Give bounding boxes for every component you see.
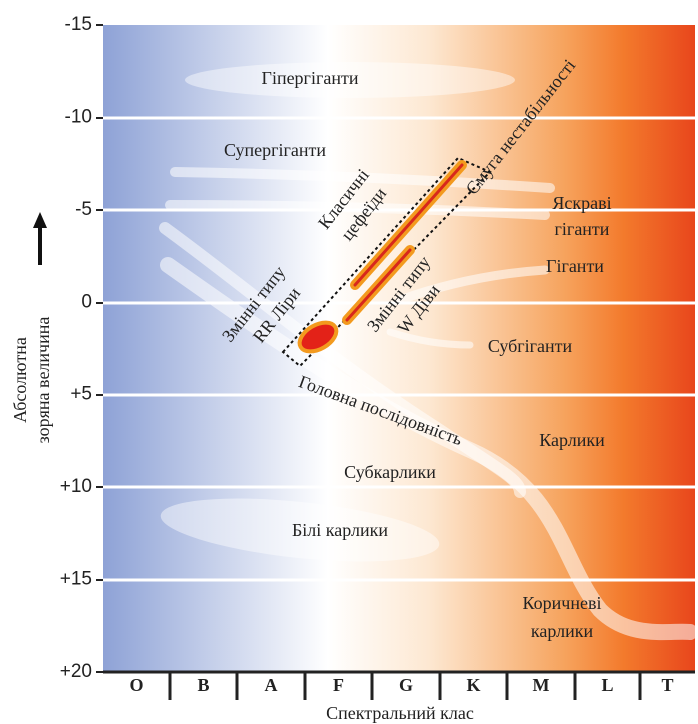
- region-label: Супергіганти: [224, 140, 326, 160]
- region-label: Субкарлики: [344, 462, 436, 482]
- y-axis-label: зоряна величина: [33, 317, 53, 444]
- x-axis-label: Спектральний клас: [326, 703, 474, 723]
- y-tick-label: -5: [75, 199, 92, 220]
- region-label: карлики: [531, 621, 594, 641]
- x-class-label: F: [333, 675, 344, 695]
- x-class-label: B: [197, 675, 209, 695]
- region-label: Білі карлики: [292, 520, 388, 540]
- axis-arrowhead: [33, 212, 47, 228]
- y-tick-label: +10: [60, 476, 92, 497]
- y-axis-label: Абсолютна: [10, 337, 30, 423]
- y-ticks: -15 -10 -5 0 +5 +10 +15 +20: [60, 14, 92, 682]
- y-tick-label: +20: [60, 661, 92, 682]
- region-label: гіганти: [555, 219, 610, 239]
- region-label: Коричневі: [523, 593, 602, 613]
- x-class-label: K: [466, 675, 480, 695]
- region-label: Субгіганти: [488, 336, 573, 356]
- y-tick-label: 0: [81, 291, 92, 312]
- y-tick-label: -10: [65, 106, 92, 127]
- region-label: Яскраві: [552, 193, 611, 213]
- x-class-label: L: [601, 675, 613, 695]
- plot-background: [103, 25, 695, 672]
- x-class-label: G: [399, 675, 413, 695]
- region-label: Карлики: [539, 430, 605, 450]
- x-class-label: A: [265, 675, 278, 695]
- x-class-label: O: [129, 675, 143, 695]
- x-class-label: T: [661, 675, 673, 695]
- y-tick-label: -15: [65, 14, 92, 35]
- region-label: Гіпергіганти: [262, 68, 359, 88]
- y-tick-label: +5: [70, 384, 92, 405]
- region-label: Гіганти: [546, 256, 604, 276]
- axis-ticks: [96, 25, 103, 672]
- y-tick-label: +15: [60, 569, 92, 590]
- x-class-label: M: [533, 675, 550, 695]
- hr-diagram: -15 -10 -5 0 +5 +10 +15 +20 O B A F G K M L T Абсолютна…: [0, 0, 698, 724]
